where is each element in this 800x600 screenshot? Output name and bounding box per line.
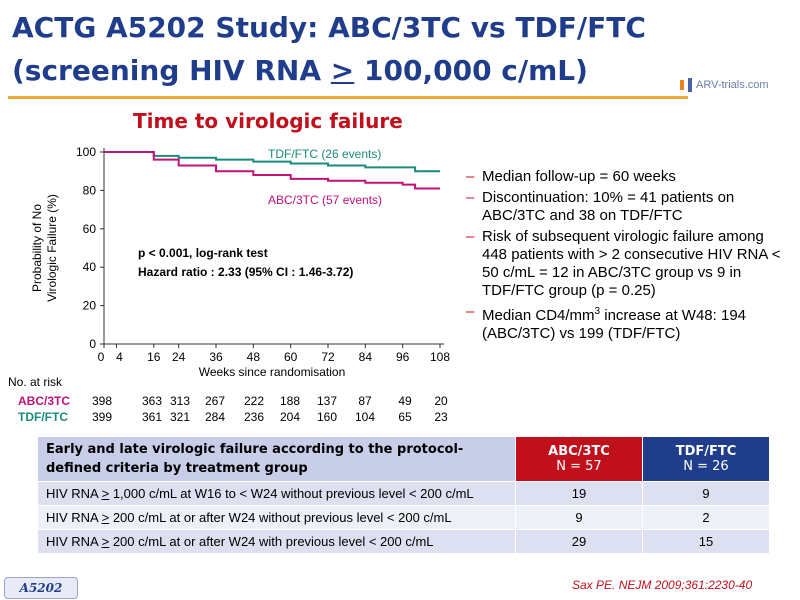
x-tick-label: 4 xyxy=(116,350,123,364)
criteria-table: Early and late virologic failure accordi… xyxy=(37,436,770,554)
row-label: HIV RNA > 1,000 c/mL at W16 to < W24 wit… xyxy=(37,481,516,506)
criteria-header-abc: ABC/3TC N = 57 xyxy=(515,436,643,482)
risk-value: 398 xyxy=(91,394,113,408)
row-label: HIV RNA > 200 c/mL at or after W24 with … xyxy=(37,529,516,554)
risk-value: 87 xyxy=(358,394,372,408)
hazard-ratio-annotation: Hazard ratio : 2.33 (95% CI : 1.46-3.72) xyxy=(138,265,353,279)
series-line xyxy=(104,151,440,190)
row-value-tdf: 2 xyxy=(642,505,770,530)
risk-value: 65 xyxy=(398,410,412,424)
row-value-abc: 19 xyxy=(515,481,643,506)
row-value-abc: 9 xyxy=(515,505,643,530)
series-label: TDF/FTC (26 events) xyxy=(268,147,381,161)
x-axis-label: Weeks since randomisation xyxy=(199,365,346,379)
header-rule xyxy=(8,96,688,99)
risk-value: 321 xyxy=(169,410,191,424)
risk-value: 361 xyxy=(141,410,163,424)
y-tick-label: 100 xyxy=(76,145,96,159)
logo-text: ARV-trials.com xyxy=(696,79,769,91)
y-tick-label: 0 xyxy=(89,337,96,351)
risk-value: 188 xyxy=(279,394,301,408)
criteria-header-tdf: TDF/FTC N = 26 xyxy=(642,436,770,482)
source-citation: Sax PE. NEJM 2009;361:2230-40 xyxy=(572,578,753,592)
y-axis-label: Virologic Failure (%) xyxy=(45,194,59,302)
table-row: HIV RNA > 200 c/mL at or after W24 witho… xyxy=(37,505,770,530)
risk-value: 284 xyxy=(204,410,226,424)
p-value-annotation: p < 0.001, log-rank test xyxy=(138,246,268,260)
title-line-1: ACTG A5202 Study: ABC/3TC vs TDF/FTC xyxy=(12,11,646,44)
series-label: ABC/3TC (57 events) xyxy=(268,193,382,207)
y-tick-label: 40 xyxy=(83,260,97,274)
criteria-header-label: Early and late virologic failure accordi… xyxy=(37,436,516,482)
x-tick-label: 0 xyxy=(98,350,105,364)
series-line xyxy=(104,151,440,173)
risk-value: 363 xyxy=(141,394,163,408)
y-axis-label: Probability of No xyxy=(30,204,44,292)
risk-value: 204 xyxy=(279,410,301,424)
table-row: HIV RNA > 1,000 c/mL at W16 to < W24 wit… xyxy=(37,481,770,506)
x-tick-label: 24 xyxy=(172,350,186,364)
y-tick-label: 60 xyxy=(83,222,97,236)
bullet-item: Median follow-up = 60 weeks xyxy=(466,168,786,186)
row-value-abc: 29 xyxy=(515,529,643,554)
risk-value: 399 xyxy=(91,410,113,424)
risk-value: 20 xyxy=(434,394,448,408)
x-tick-label: 84 xyxy=(359,350,373,364)
x-tick-label: 108 xyxy=(430,350,450,364)
x-tick-label: 96 xyxy=(396,350,410,364)
risk-value: 104 xyxy=(354,410,376,424)
y-tick-label: 80 xyxy=(83,183,97,197)
risk-row-label: TDF/FTC xyxy=(18,410,68,424)
x-tick-label: 60 xyxy=(284,350,298,364)
chart-title: Time to virologic failure xyxy=(133,109,403,133)
x-tick-label: 48 xyxy=(247,350,261,364)
row-value-tdf: 15 xyxy=(642,529,770,554)
bullet-item: Median CD4/mm3 increase at W48: 194 (ABC… xyxy=(466,303,786,343)
arv-trials-logo: ARV-trials.com xyxy=(680,78,769,92)
logo-bar-icon xyxy=(680,80,684,90)
y-tick-label: 20 xyxy=(83,299,97,313)
risk-value: 137 xyxy=(316,394,338,408)
risk-value: 23 xyxy=(434,410,448,424)
risk-table-label: No. at risk xyxy=(8,375,63,389)
bullet-list: Median follow-up = 60 weeks Discontinuati… xyxy=(466,168,786,346)
risk-value: 222 xyxy=(243,394,265,408)
criteria-table-header: Early and late virologic failure accordi… xyxy=(37,436,770,482)
row-label: HIV RNA > 200 c/mL at or after W24 witho… xyxy=(37,505,516,530)
risk-value: 160 xyxy=(316,410,338,424)
x-tick-label: 72 xyxy=(321,350,335,364)
logo-bar-icon xyxy=(688,78,692,92)
risk-row-label: ABC/3TC xyxy=(18,394,71,408)
table-row: HIV RNA > 200 c/mL at or after W24 with … xyxy=(37,529,770,554)
row-value-tdf: 9 xyxy=(642,481,770,506)
bullet-item: Discontinuation: 10% = 41 patients on AB… xyxy=(466,189,786,225)
risk-value: 49 xyxy=(398,394,412,408)
title-line-2: (screening HIV RNA > 100,000 c/mL) xyxy=(12,54,588,87)
study-tag: A5202 xyxy=(4,577,78,599)
slide-title: ACTG A5202 Study: ABC/3TC vs TDF/FTC (sc… xyxy=(12,6,652,92)
x-tick-label: 16 xyxy=(147,350,161,364)
bullet-item: Risk of subsequent virologic failure amo… xyxy=(466,228,786,300)
risk-value: 236 xyxy=(243,410,265,424)
risk-value: 313 xyxy=(169,394,191,408)
x-tick-label: 36 xyxy=(209,350,223,364)
risk-value: 267 xyxy=(204,394,226,408)
